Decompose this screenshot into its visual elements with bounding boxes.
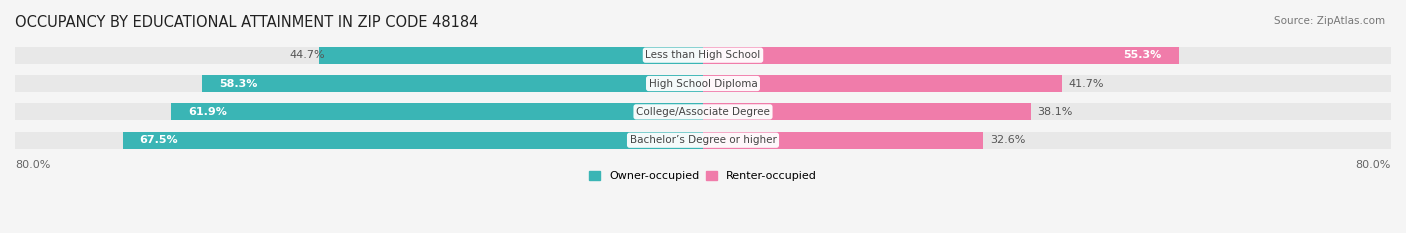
Text: 80.0%: 80.0% [15, 160, 51, 170]
Text: 38.1%: 38.1% [1038, 107, 1073, 117]
Bar [703, 75, 1391, 92]
Bar [703, 103, 1391, 120]
Bar [703, 75, 1062, 92]
Text: 61.9%: 61.9% [188, 107, 226, 117]
Text: 80.0%: 80.0% [1355, 160, 1391, 170]
Bar [319, 47, 703, 64]
Bar [15, 75, 703, 92]
Bar [703, 103, 1031, 120]
Bar [703, 47, 1391, 64]
Text: OCCUPANCY BY EDUCATIONAL ATTAINMENT IN ZIP CODE 48184: OCCUPANCY BY EDUCATIONAL ATTAINMENT IN Z… [15, 15, 478, 30]
Bar [170, 103, 703, 120]
Text: College/Associate Degree: College/Associate Degree [636, 107, 770, 117]
Bar [703, 132, 1391, 149]
Legend: Owner-occupied, Renter-occupied: Owner-occupied, Renter-occupied [585, 167, 821, 186]
Text: 32.6%: 32.6% [990, 135, 1025, 145]
Text: Less than High School: Less than High School [645, 50, 761, 60]
Bar [201, 75, 703, 92]
Bar [15, 47, 703, 64]
Text: Source: ZipAtlas.com: Source: ZipAtlas.com [1274, 16, 1385, 26]
Bar [15, 103, 703, 120]
Text: 55.3%: 55.3% [1123, 50, 1161, 60]
Bar [15, 132, 703, 149]
Text: 41.7%: 41.7% [1069, 79, 1104, 89]
Text: 58.3%: 58.3% [219, 79, 257, 89]
Bar [703, 47, 1178, 64]
Bar [122, 132, 703, 149]
Text: Bachelor’s Degree or higher: Bachelor’s Degree or higher [630, 135, 776, 145]
Bar [703, 132, 983, 149]
Text: High School Diploma: High School Diploma [648, 79, 758, 89]
Text: 44.7%: 44.7% [290, 50, 325, 60]
Text: 67.5%: 67.5% [139, 135, 179, 145]
